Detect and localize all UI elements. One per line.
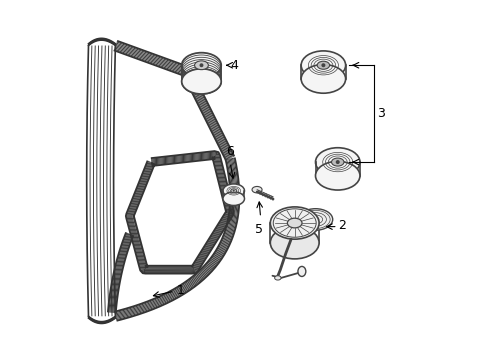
Ellipse shape (301, 51, 345, 80)
Ellipse shape (297, 266, 305, 276)
Ellipse shape (182, 53, 221, 78)
Ellipse shape (301, 64, 345, 93)
Ellipse shape (315, 161, 359, 190)
Ellipse shape (298, 209, 332, 230)
Ellipse shape (331, 158, 343, 166)
Ellipse shape (315, 148, 359, 176)
Ellipse shape (223, 192, 244, 206)
Text: 2: 2 (338, 219, 346, 233)
Circle shape (335, 160, 339, 164)
Ellipse shape (251, 186, 262, 193)
Ellipse shape (270, 207, 319, 239)
Ellipse shape (194, 61, 208, 69)
Text: 1: 1 (176, 284, 184, 297)
Text: 4: 4 (230, 59, 238, 72)
Text: 5: 5 (254, 223, 263, 236)
Ellipse shape (182, 69, 221, 94)
Text: 6: 6 (226, 145, 234, 158)
Circle shape (199, 63, 203, 67)
Ellipse shape (223, 184, 244, 198)
Text: 3: 3 (376, 107, 384, 120)
Ellipse shape (274, 276, 281, 280)
Circle shape (232, 190, 234, 192)
Ellipse shape (317, 61, 329, 69)
Ellipse shape (270, 226, 319, 259)
Circle shape (321, 63, 325, 67)
Ellipse shape (230, 189, 236, 193)
Ellipse shape (287, 218, 302, 228)
